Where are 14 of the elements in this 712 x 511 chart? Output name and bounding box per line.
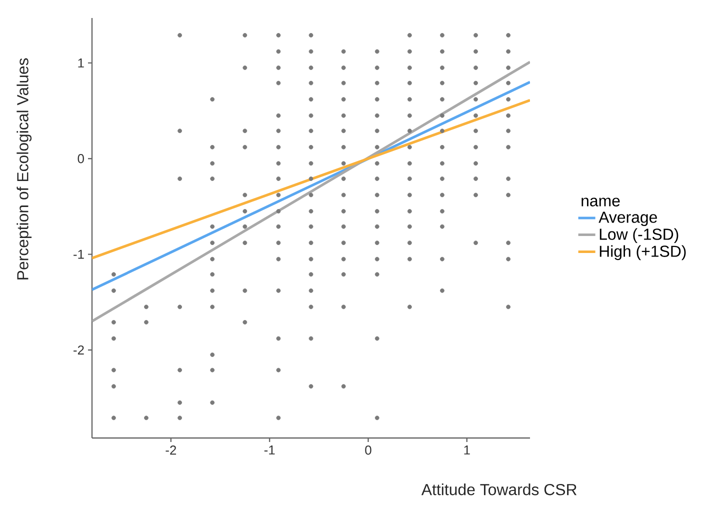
x-tick-label: 1 <box>464 446 470 454</box>
legend-label: Low (-1SD) <box>600 228 678 244</box>
legend-title: name <box>582 198 620 206</box>
x-tick-label: -2 <box>166 446 176 455</box>
y-tick-label: -2 <box>74 345 84 354</box>
x-tick-label: -1 <box>264 446 275 454</box>
y-axis-title: Perception of Ecological Values <box>16 58 32 280</box>
y-tick-label: -1 <box>74 250 84 259</box>
y-tick-label: 0 <box>78 154 84 164</box>
x-axis-title: Attitude Towards CSR <box>421 484 577 496</box>
legend-label: Average <box>598 212 657 226</box>
x-tick-label: 0 <box>365 446 372 455</box>
legend-label: High (+1SD) <box>600 245 686 260</box>
y-tick-label: 1 <box>78 58 84 68</box>
